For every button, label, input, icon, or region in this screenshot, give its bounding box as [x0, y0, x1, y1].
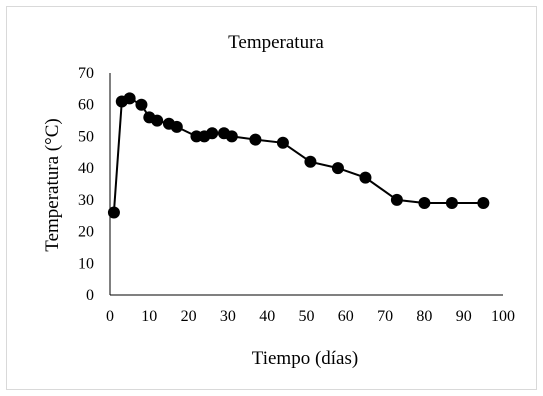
- x-tick-label: 20: [181, 308, 197, 325]
- y-tick-label: 30: [78, 192, 94, 209]
- x-tick-label: 90: [456, 308, 472, 325]
- series-line: [112, 97, 484, 213]
- y-axis-label: Temperatura (°C): [42, 118, 63, 251]
- y-tick-label: 10: [78, 255, 94, 272]
- y-tick-label: 0: [86, 287, 94, 304]
- data-point: [304, 155, 317, 168]
- data-point: [123, 92, 136, 105]
- x-tick-label: 50: [299, 308, 315, 325]
- x-tick-label: 30: [220, 308, 236, 325]
- axes-group: [109, 73, 503, 296]
- x-tick-label: 80: [416, 308, 432, 325]
- y-tick-label: 50: [78, 128, 94, 145]
- chart-title: Temperatura: [228, 32, 324, 53]
- y-tick-label: 20: [78, 224, 94, 241]
- data-point: [359, 171, 372, 184]
- y-tick-label: 70: [78, 65, 94, 82]
- x-tick-label: 100: [491, 308, 515, 325]
- y-tick-label: 40: [78, 160, 94, 177]
- chart-frame: [6, 6, 537, 390]
- data-point: [418, 197, 431, 210]
- data-point: [206, 127, 219, 140]
- x-tick-label: 60: [338, 308, 354, 325]
- x-tick-label: 10: [141, 308, 157, 325]
- data-point: [225, 130, 238, 143]
- data-point: [390, 193, 403, 206]
- y-tick-label: 60: [78, 97, 94, 114]
- data-point: [276, 136, 289, 149]
- data-point: [445, 197, 458, 210]
- x-tick-label: 40: [259, 308, 275, 325]
- x-tick-label: 0: [106, 308, 114, 325]
- x-tick-label: 70: [377, 308, 393, 325]
- data-point: [151, 114, 164, 127]
- data-point: [107, 206, 120, 219]
- data-point: [249, 133, 262, 146]
- data-point: [331, 162, 344, 175]
- tick-labels-group: 0 10 20 30 40 50 60 70 80 90 100 0 10 20 30 40 50 60 70: [78, 65, 515, 325]
- series-group: [107, 92, 490, 219]
- data-point: [170, 120, 183, 133]
- data-point: [477, 197, 490, 210]
- x-axis-label: Tiempo (días): [252, 348, 358, 369]
- data-point: [135, 98, 148, 111]
